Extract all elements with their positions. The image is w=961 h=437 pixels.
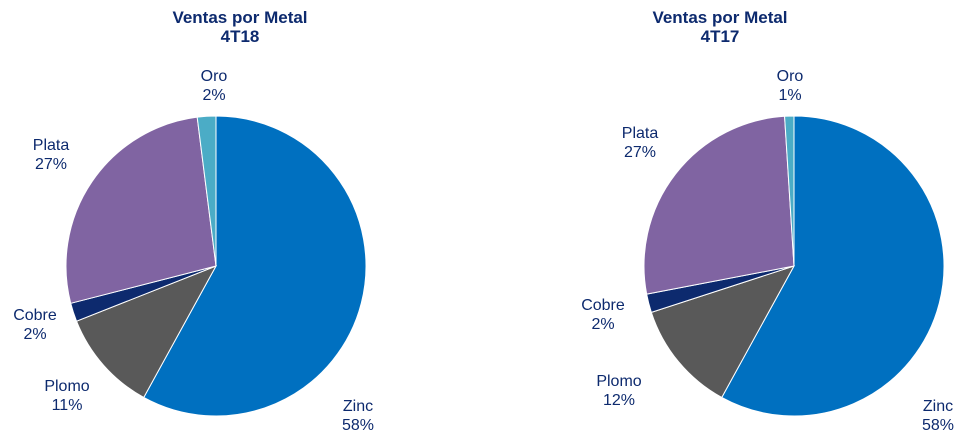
slice-label-zinc: Zinc [923,398,953,415]
slice-label-plata: Plata [622,125,659,142]
pie-slice-plata [65,116,217,304]
pie-slice-plata [643,115,795,295]
pie-slice-zinc [721,115,945,417]
chart-title: Ventas por Metal [172,8,308,27]
pie-slice-plomo [75,265,218,399]
slice-percent-zinc: 58% [342,417,374,434]
pie-chart-4t18: Zinc 58% Plomo 11% Cobre 2% Plata 27% Oro 2% [13,68,374,434]
slice-percent-plata: 27% [624,144,656,161]
pie-slice-oro [196,115,217,267]
pie-chart-4t17: Zinc 58% Plomo 12% Cobre 2% Plata 27% Oro 1% [581,68,954,434]
slice-percent-plomo: 11% [52,397,83,414]
slice-percent-cobre: 2% [591,316,614,333]
chart-4t17: Ventas por Metal 4T17 Zinc 58% Plomo 12% Cob… [480,0,960,437]
chart-subtitle: 4T18 [220,27,260,46]
slice-label-plomo: Plomo [596,373,641,390]
slice-percent-zinc: 58% [922,417,954,434]
slice-label-zinc: Zinc [343,398,373,415]
slice-label-plata: Plata [33,137,70,154]
slice-label-cobre: Cobre [13,307,57,324]
slice-percent-plata: 27% [35,156,67,173]
pie-slice-zinc [143,115,367,417]
chart-title: Ventas por Metal [652,8,788,27]
slice-label-cobre: Cobre [581,297,625,314]
chart-subtitle: 4T17 [700,27,740,46]
pie-slice-plomo [650,265,796,399]
slice-label-oro: Oro [777,68,804,85]
slice-percent-oro: 1% [778,87,801,104]
slice-percent-oro: 2% [202,87,225,104]
chart-4t18: Ventas por Metal 4T18 Zinc 58% Plomo 11% Cob… [0,0,480,437]
pie-slice-oro [784,115,795,267]
slice-label-plomo: Plomo [44,378,89,395]
slice-percent-plomo: 12% [603,392,635,409]
slice-percent-cobre: 2% [23,326,46,343]
slice-label-oro: Oro [201,68,228,85]
